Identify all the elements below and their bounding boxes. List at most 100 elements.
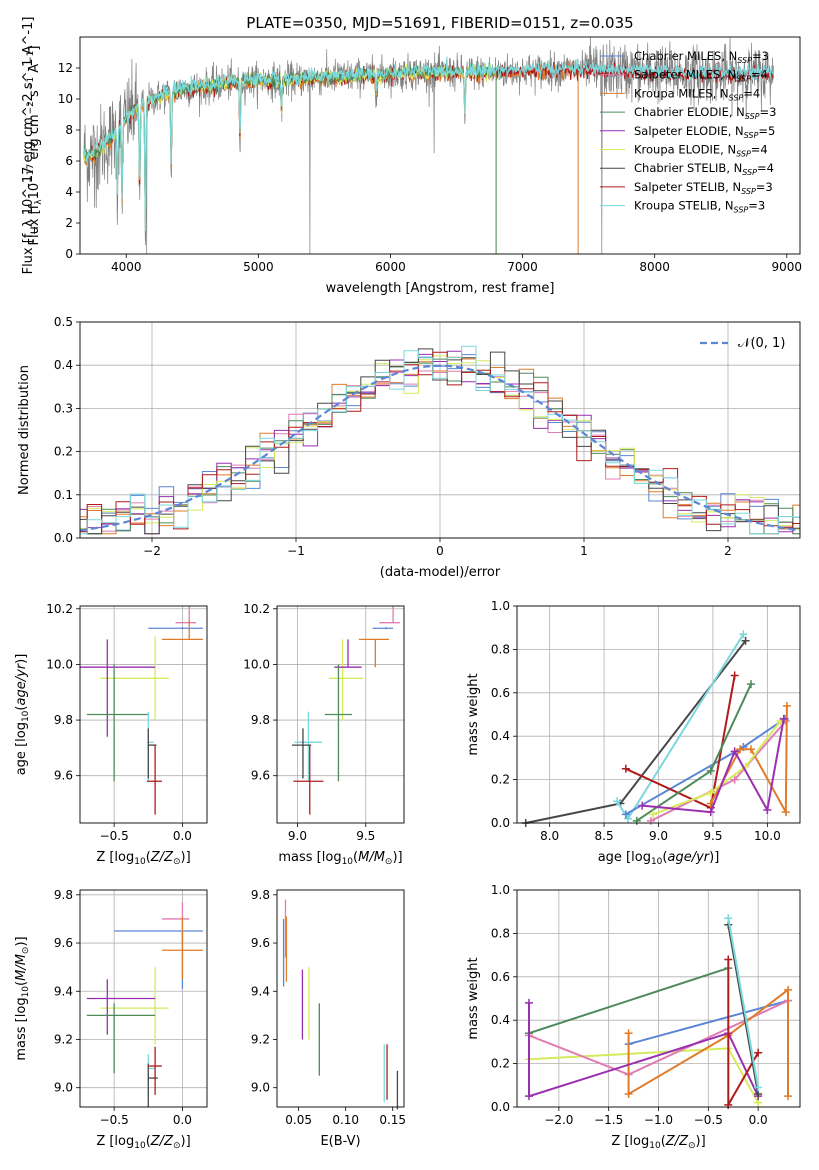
legend-label-main: Kroupa STELIB, N (634, 199, 734, 213)
weight-marker (724, 955, 733, 964)
y-tick-label: 9.8 (251, 888, 270, 902)
label-part: erg cm (27, 114, 42, 163)
label-part: Z/Z (150, 1134, 174, 1149)
label-part: )] (709, 850, 719, 865)
legend-label-suffix: =5 (758, 124, 775, 138)
legend-label-main: Salpeter ELODIE, N (634, 124, 744, 138)
x-tick-label: 8000 (639, 260, 670, 274)
y-tick-label: 9.6 (54, 769, 73, 783)
label-part: mass [log (14, 997, 29, 1060)
y-axis-label: Flux [fλ10−17 erg cm−2 s−1 A−1] (26, 46, 44, 246)
y-axis-label: Flux [f_λ 10^-17 erg cm^-2 s^-1 A^-1] (21, 17, 36, 275)
x-tick-label: 10.0 (754, 829, 781, 843)
weight-marker (638, 801, 647, 810)
legend-label-suffix: =3 (756, 180, 773, 194)
legend-label-sub: SSP (736, 75, 751, 84)
legend-label: Kroupa STELIB, NSSP=3 (634, 199, 765, 215)
legend-label-suffix: =3 (748, 199, 765, 213)
legend-label: Chabrier MILES, NSSP=3 (634, 49, 769, 65)
label-part: )] (181, 850, 191, 865)
axes-frame (79, 321, 801, 539)
label-part: ⊙ (173, 857, 181, 867)
legend-label: Salpeter MILES, NSSP=4 (634, 68, 768, 84)
x-tick-label: −0.5 (100, 1113, 129, 1127)
legend-label-sub: SSP (729, 93, 744, 102)
weight-marker (741, 636, 750, 645)
weight-marker (632, 816, 641, 825)
frame-layer (76, 36, 801, 1111)
legend-label: Salpeter ELODIE, NSSP=5 (634, 124, 775, 140)
x-tick-label: −1.0 (644, 1113, 673, 1127)
x-axis-label: Z [log10(Z/Z⊙)] (611, 1134, 705, 1151)
legend-label-suffix: =4 (751, 143, 768, 157)
y-tick-label: 2 (65, 216, 73, 230)
x-tick-label: 9.5 (356, 829, 375, 843)
histogram-series (80, 370, 800, 535)
y-tick-label: 0.8 (491, 642, 510, 656)
label-part: 10 (21, 986, 31, 998)
y-tick-label: 9.0 (54, 1081, 73, 1095)
x-tick-label: 9.0 (649, 829, 668, 843)
weight-marker (624, 1029, 633, 1038)
axes-frame (79, 889, 208, 1108)
y-tick-label: 8 (65, 123, 73, 137)
x-axis-label: Z [log10(Z/Z⊙)] (96, 1134, 190, 1151)
y-tick-label: 9.2 (251, 1032, 270, 1046)
weight-marker (747, 745, 756, 754)
label-part: 10 (651, 857, 663, 867)
y-tick-label: 0.0 (491, 816, 510, 830)
weight-marker (706, 788, 715, 797)
weight-marker (621, 810, 630, 819)
weight-marker (784, 985, 793, 994)
y-tick-label: 9.4 (54, 984, 73, 998)
legend-label: 𝒩(0, 1) (738, 336, 785, 351)
axes-frame (276, 889, 405, 1108)
label-part: ( (146, 850, 151, 865)
x-tick-label: 5000 (243, 260, 274, 274)
y-tick-label: 10.0 (243, 657, 270, 671)
weight-marker (779, 714, 788, 723)
weight-series-line (727, 924, 760, 1095)
y-tick-label: 0.2 (491, 773, 510, 787)
label-part: ( (14, 981, 29, 986)
weight-marker (646, 816, 655, 825)
x-tick-label: −0.5 (694, 1113, 723, 1127)
label-part: −2 (26, 101, 36, 114)
data-layer (79, 37, 801, 1110)
label-part: ] (27, 46, 42, 51)
label-part: ( (353, 850, 358, 865)
label-part: ( (146, 1134, 151, 1149)
legend-label-main: Kroupa MILES, N (634, 86, 729, 100)
label-part: M/M (358, 850, 385, 865)
histogram-series (80, 348, 800, 535)
legend-label: Chabrier STELIB, NSSP=4 (634, 161, 774, 177)
label-part: ( (14, 706, 29, 711)
weight-marker (706, 808, 715, 817)
weight-series-line (628, 999, 789, 1046)
x-tick-label: −2.0 (544, 1113, 573, 1127)
x-tick-label: 0.05 (285, 1113, 312, 1127)
x-tick-label: 0 (436, 544, 444, 558)
x-axis-label: wavelength [Angstrom, rest frame] (326, 281, 555, 296)
legend-label-suffix: =4 (757, 161, 774, 175)
legend-label: Chabrier ELODIE, NSSP=3 (634, 105, 776, 121)
label-part: s (27, 90, 42, 101)
model-spectrum-line (83, 61, 579, 254)
y-tick-label: 1.0 (491, 883, 510, 897)
legend-label-main: Salpeter MILES, N (634, 68, 736, 82)
x-tick-label: −1 (287, 544, 305, 558)
label-part: age [log (14, 722, 29, 775)
y-axis-label: mass [log10(M/M⊙)] (14, 936, 31, 1060)
label-part: ⊙ (385, 857, 393, 867)
weight-marker (754, 1048, 763, 1057)
legend-label-sub: SSP (734, 206, 749, 215)
legend-label-main: Chabrier MILES, N (634, 49, 737, 63)
y-tick-label: 0.6 (491, 686, 510, 700)
legend-label-sub: SSP (737, 56, 752, 65)
x-axis-label: age [log10(age/yr)] (598, 850, 720, 867)
x-tick-label: 0.0 (749, 1113, 768, 1127)
weight-series-line (528, 1047, 759, 1104)
legend-label-suffix: =3 (760, 105, 777, 119)
weight-marker (621, 764, 630, 773)
label-part: Z/Z (665, 1134, 689, 1149)
